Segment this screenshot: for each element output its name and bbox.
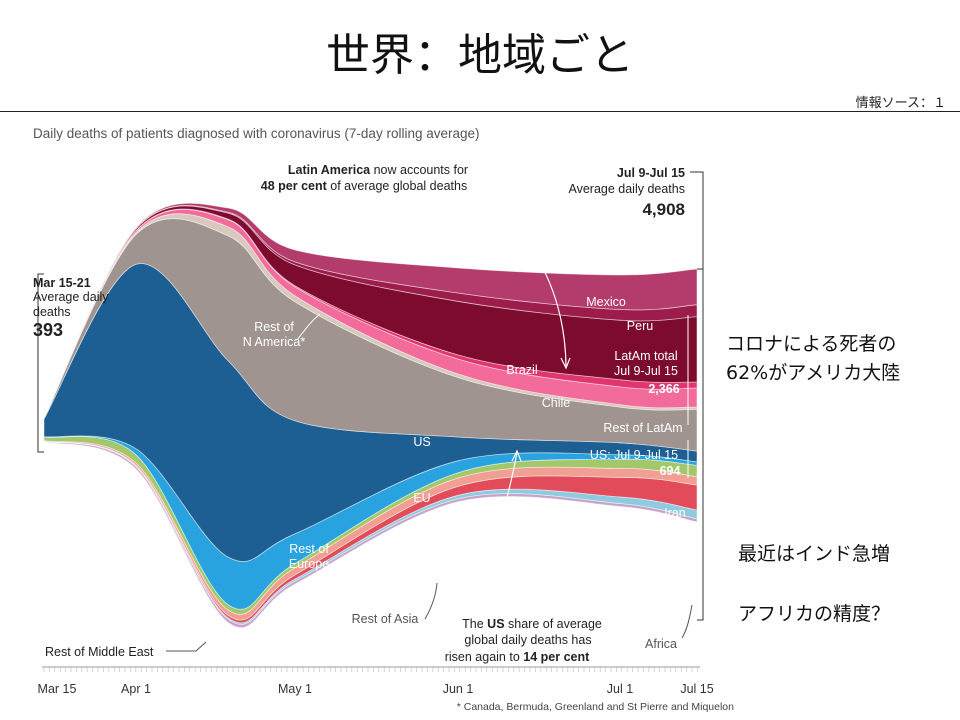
us-share-arrow	[467, 451, 518, 616]
mar-label: Average daily deaths	[33, 290, 109, 319]
series-label-uk: UK	[413, 519, 431, 533]
x-axis-ticks	[43, 667, 698, 672]
stream-layer-mexico	[43, 202, 698, 419]
series-label-africa: Africa	[645, 637, 677, 651]
svg-text:global daily deaths has: global daily deaths has	[464, 633, 591, 647]
x-tick-label: Jul 1	[607, 682, 633, 696]
series-label-rest-asia: Rest of Asia	[352, 612, 419, 626]
series-label-rest-n-america: Rest of N America*	[243, 320, 306, 349]
series-label-us: US	[413, 435, 430, 449]
series-label-rest-latam: Rest of LatAm	[603, 421, 682, 435]
note-africa: アフリカの精度？	[738, 603, 891, 625]
series-label-mexico: Mexico	[586, 295, 626, 309]
slide-title: 世界：地域ごと	[326, 30, 634, 81]
us-share-value-line: risen again to 14 per cent	[445, 650, 590, 664]
jul-bracket	[690, 171, 704, 621]
mar-bracket	[37, 273, 44, 453]
series-label-iran: Iran	[664, 506, 686, 520]
source-note: 情報ソース：１	[855, 96, 946, 111]
x-tick-label: Apr 1	[121, 682, 151, 696]
mar-period: Mar 15-21	[33, 276, 91, 290]
x-tick-label: May 1	[278, 682, 312, 696]
series-label-brazil: Brazil	[506, 363, 537, 377]
title-divider	[0, 111, 960, 112]
series-label-eu: EU	[413, 491, 430, 505]
x-tick-label: Jun 1	[443, 682, 474, 696]
latam-total-value: 2,366	[648, 382, 679, 396]
mar-value: 393	[33, 320, 63, 340]
latam-arrow	[477, 189, 567, 367]
jul-label: Average daily deaths	[568, 182, 685, 196]
us-share-callout: The US share of average	[462, 617, 602, 631]
series-label-rest-europe: Rest of Europe	[289, 542, 329, 571]
series-label-rest-middle-east: Rest of Middle East	[45, 645, 154, 659]
latam-callout: Latin America now accounts for	[288, 163, 468, 177]
jul-period: Jul 9-Jul 15	[617, 166, 685, 180]
footnote: * Canada, Bermuda, Greenland and St Pier…	[457, 701, 734, 713]
latam-callout-line2: 48 per cent of average global deaths	[261, 179, 467, 193]
series-label-peru: Peru	[627, 319, 653, 333]
series-label-india: India	[657, 545, 684, 559]
latam-total-label: LatAm total Jul 9-Jul 15	[614, 349, 678, 378]
x-tick-label: Mar 15	[38, 682, 77, 696]
chart-subtitle: Daily deaths of patients diagnosed with …	[33, 126, 480, 141]
series-label-chile: Chile	[542, 396, 571, 410]
us-total-label: US: Jul 9-Jul 15	[590, 448, 678, 462]
us-total-value: 694	[660, 464, 681, 478]
note-latam: コロナによる死者の 62%がアメリカ大陸	[726, 333, 901, 384]
x-tick-label: Jul 15	[680, 682, 713, 696]
stream-layers	[43, 202, 698, 629]
jul-value: 4,908	[642, 200, 685, 219]
note-india: 最近はインド急増	[738, 543, 891, 565]
